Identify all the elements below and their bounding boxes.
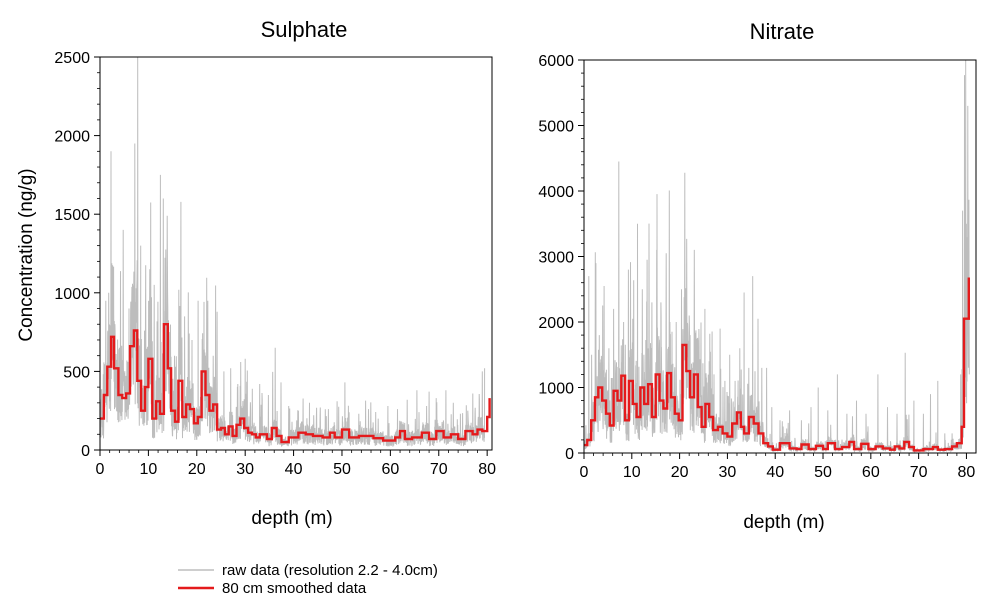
sulphate-y-tick-label: 500 xyxy=(63,364,90,381)
nitrate-y-tick-label: 2000 xyxy=(538,315,574,332)
sulphate-ticks: 0 10 20 30 40 50 60 70 80 0 500 1000 1500 2000 2500 xyxy=(54,50,496,478)
nitrate-raw-data-line xyxy=(583,59,970,454)
sulphate-title: Sulphate xyxy=(261,17,348,42)
nitrate-x-tick-label: 60 xyxy=(862,464,880,481)
nitrate-smoothed-line xyxy=(584,277,970,452)
nitrate-y-tick-label: 4000 xyxy=(538,184,574,201)
sulphate-smoothed-series xyxy=(100,323,491,444)
nitrate-raw-series xyxy=(583,59,970,454)
nitrate-x-tick-label: 50 xyxy=(814,464,832,481)
nitrate-x-tick-label: 20 xyxy=(671,464,689,481)
sulphate-x-tick-label: 0 xyxy=(96,461,105,478)
nitrate-y-tick-label: 6000 xyxy=(538,53,574,70)
sulphate-x-tick-label: 30 xyxy=(236,461,254,478)
sulphate-y-axis-label: Concentration (ng/g) xyxy=(16,168,37,341)
nitrate-y-tick-label: 0 xyxy=(565,446,574,463)
sulphate-x-tick-label: 40 xyxy=(285,461,303,478)
sulphate-y-tick-label: 1500 xyxy=(54,207,90,224)
sulphate-y-tick-label: 2000 xyxy=(54,129,90,146)
sulphate-y-tick-label: 2500 xyxy=(54,50,90,67)
sulphate-x-tick-label: 60 xyxy=(381,461,399,478)
legend-smooth-label: 80 cm smoothed data xyxy=(222,580,367,597)
nitrate-title: Nitrate xyxy=(750,19,815,44)
nitrate-x-axis-label: depth (m) xyxy=(743,512,824,533)
sulphate-raw-series xyxy=(99,56,486,447)
nitrate-x-tick-label: 40 xyxy=(766,464,784,481)
sulphate-x-axis-label: depth (m) xyxy=(251,508,332,529)
legend: raw data (resolution 2.2 - 4.0cm) 80 cm … xyxy=(178,562,438,597)
sulphate-x-tick-label: 80 xyxy=(478,461,496,478)
nitrate-y-tick-label: 5000 xyxy=(538,119,574,136)
sulphate-y-tick-label: 1000 xyxy=(54,286,90,303)
nitrate-x-tick-label: 70 xyxy=(910,464,928,481)
sulphate-raw-data-line xyxy=(99,56,486,447)
nitrate-y-tick-label: 1000 xyxy=(538,381,574,398)
sulphate-x-tick-label: 70 xyxy=(430,461,448,478)
nitrate-y-tick-label: 3000 xyxy=(538,250,574,267)
sulphate-x-tick-label: 50 xyxy=(333,461,351,478)
nitrate-ticks: 0 10 20 30 40 50 60 70 80 0 1000 2000 3000 4000 5000 60… xyxy=(538,53,975,481)
nitrate-x-tick-label: 10 xyxy=(623,464,641,481)
sulphate-plot-frame xyxy=(99,56,493,451)
nitrate-x-tick-label: 30 xyxy=(719,464,737,481)
nitrate-chart: Nitrate depth (m) 0 10 20 30 40 50 60 70 80 0 1000… xyxy=(538,19,977,533)
sulphate-smoothed-line xyxy=(100,323,491,444)
sulphate-chart: Sulphate Concentration (ng/g) depth (m) … xyxy=(16,17,496,529)
nitrate-smoothed-series xyxy=(584,277,970,452)
nitrate-x-tick-label: 0 xyxy=(580,464,589,481)
sulphate-x-tick-label: 10 xyxy=(139,461,157,478)
nitrate-x-tick-label: 80 xyxy=(958,464,976,481)
legend-raw-label: raw data (resolution 2.2 - 4.0cm) xyxy=(222,562,438,579)
sulphate-x-tick-label: 20 xyxy=(188,461,206,478)
sulphate-y-tick-label: 0 xyxy=(81,443,90,460)
